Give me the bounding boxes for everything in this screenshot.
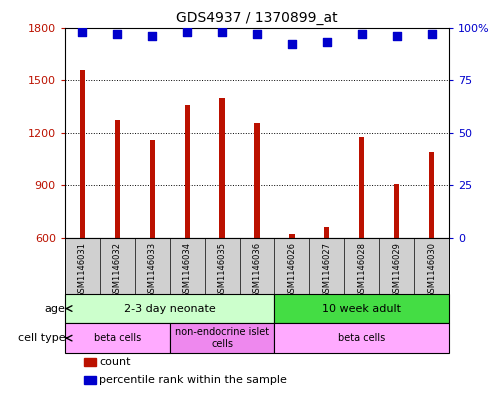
Bar: [84, 358, 96, 366]
Point: [323, 39, 331, 45]
Point: [218, 29, 226, 35]
Bar: [359, 137, 364, 343]
Bar: [65, 294, 274, 323]
Title: GDS4937 / 1370899_at: GDS4937 / 1370899_at: [176, 11, 338, 25]
Point: [253, 31, 261, 37]
Point: [393, 33, 401, 39]
Point: [288, 41, 296, 48]
Text: GSM1146031: GSM1146031: [78, 242, 87, 298]
Bar: [429, 152, 434, 343]
Text: non-endocrine islet
cells: non-endocrine islet cells: [175, 327, 269, 349]
Text: GSM1146036: GSM1146036: [252, 242, 261, 298]
Text: GSM1146027: GSM1146027: [322, 242, 331, 298]
Bar: [170, 323, 274, 353]
Point: [113, 31, 121, 37]
Text: GSM1146026: GSM1146026: [287, 242, 296, 298]
Point: [428, 31, 436, 37]
Text: cell type: cell type: [18, 333, 65, 343]
Point: [78, 29, 86, 35]
Bar: [394, 184, 399, 343]
Bar: [254, 123, 259, 343]
Bar: [115, 120, 120, 343]
Bar: [80, 70, 85, 343]
Text: 2-3 day neonate: 2-3 day neonate: [124, 303, 216, 314]
Text: GSM1146029: GSM1146029: [392, 242, 401, 298]
Bar: [185, 105, 190, 343]
Text: GSM1146035: GSM1146035: [218, 242, 227, 298]
Bar: [65, 323, 170, 353]
Bar: [274, 323, 449, 353]
Point: [358, 31, 366, 37]
Point: [183, 29, 191, 35]
Bar: [274, 294, 449, 323]
Text: GSM1146034: GSM1146034: [183, 242, 192, 298]
Bar: [220, 97, 225, 343]
Text: GSM1146033: GSM1146033: [148, 242, 157, 298]
Text: beta cells: beta cells: [94, 333, 141, 343]
Text: GSM1146028: GSM1146028: [357, 242, 366, 298]
Bar: [84, 376, 96, 384]
Text: beta cells: beta cells: [338, 333, 385, 343]
Text: count: count: [99, 357, 131, 367]
Bar: [150, 140, 155, 343]
Text: age: age: [45, 303, 65, 314]
Bar: [324, 228, 329, 343]
Point: [148, 33, 156, 39]
Text: GSM1146030: GSM1146030: [427, 242, 436, 298]
Text: percentile rank within the sample: percentile rank within the sample: [99, 375, 287, 385]
Bar: [289, 234, 294, 343]
Text: GSM1146032: GSM1146032: [113, 242, 122, 298]
Text: 10 week adult: 10 week adult: [322, 303, 401, 314]
